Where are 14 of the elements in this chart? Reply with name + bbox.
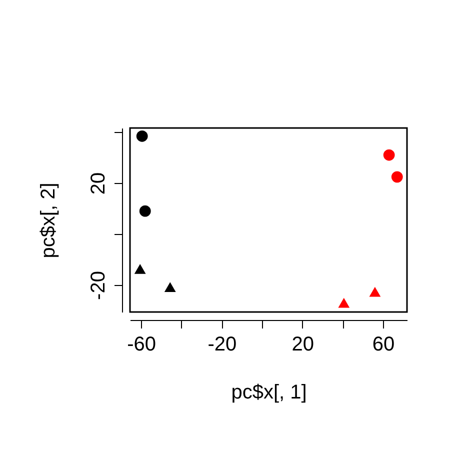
- point: [338, 298, 350, 308]
- x-tick-label: 20: [292, 334, 314, 356]
- point: [136, 130, 148, 142]
- point: [391, 171, 403, 183]
- point: [383, 149, 395, 161]
- x-tick-label: -60: [127, 334, 156, 356]
- x-axis-title: pc$x[, 1]: [231, 382, 307, 404]
- point: [164, 282, 176, 292]
- point: [139, 205, 151, 217]
- y-axis-title: pc$x[, 2]: [38, 182, 60, 258]
- x-tick-label: 60: [372, 334, 395, 356]
- x-tick-label: -20: [208, 334, 237, 356]
- point: [134, 264, 146, 274]
- point: [369, 286, 381, 297]
